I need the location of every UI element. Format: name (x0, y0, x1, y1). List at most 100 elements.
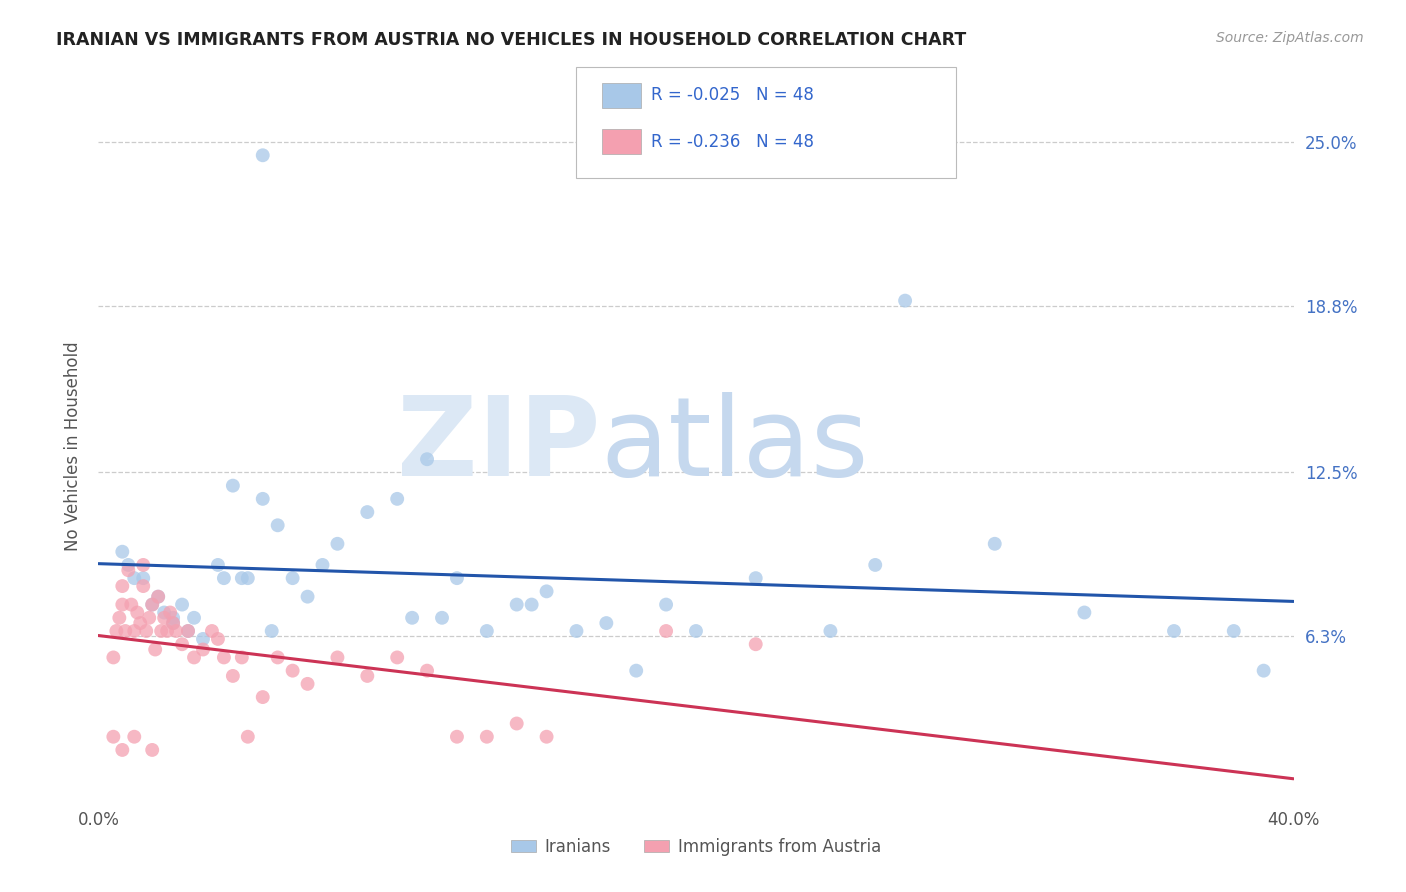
Point (1163, 624, 1185, 638)
Legend: Iranians, Immigrants from Austria: Iranians, Immigrants from Austria (505, 831, 887, 863)
Point (135, 624, 157, 638)
Point (252, 491, 274, 506)
Point (506, 598, 529, 612)
Point (103, 650, 125, 665)
Point (117, 563, 139, 577)
Point (416, 664, 439, 678)
Point (111, 545, 134, 559)
Point (150, 624, 173, 638)
Point (132, 571, 155, 585)
Point (141, 598, 163, 612)
Point (595, 616, 617, 631)
Point (132, 558, 155, 572)
Point (141, 743, 163, 757)
Point (356, 669, 378, 683)
Point (165, 624, 187, 638)
Point (385, 650, 409, 665)
Point (162, 611, 184, 625)
Point (520, 598, 543, 612)
Point (222, 669, 245, 683)
Point (475, 730, 498, 744)
Point (207, 632, 229, 646)
Point (111, 598, 134, 612)
Point (159, 606, 181, 620)
Text: R = -0.025   N = 48: R = -0.025 N = 48 (651, 87, 814, 104)
Point (156, 624, 179, 638)
Text: IRANIAN VS IMMIGRANTS FROM AUSTRIA NO VEHICLES IN HOUSEHOLD CORRELATION CHART: IRANIAN VS IMMIGRANTS FROM AUSTRIA NO VE… (56, 31, 966, 49)
Point (212, 650, 235, 665)
Point (153, 611, 176, 625)
Point (111, 743, 134, 757)
Point (105, 624, 128, 638)
Point (162, 616, 184, 631)
Point (177, 624, 200, 638)
Point (1073, 606, 1095, 620)
Point (108, 611, 131, 625)
Point (117, 558, 139, 572)
Point (356, 505, 378, 519)
Point (655, 598, 678, 612)
Point (984, 537, 1007, 551)
Point (191, 642, 214, 657)
Point (267, 650, 290, 665)
Point (416, 452, 439, 467)
Point (745, 571, 768, 585)
Point (124, 730, 146, 744)
Point (1223, 624, 1246, 638)
Point (267, 518, 290, 533)
Point (207, 558, 229, 572)
Point (385, 491, 409, 506)
Point (172, 598, 194, 612)
Point (120, 598, 142, 612)
Point (183, 650, 205, 665)
Point (141, 598, 163, 612)
Point (252, 690, 274, 704)
Point (745, 637, 768, 651)
Point (430, 611, 453, 625)
Point (326, 537, 349, 551)
Point (191, 632, 214, 646)
Point (281, 571, 304, 585)
Point (260, 624, 283, 638)
Point (124, 624, 146, 638)
Y-axis label: No Vehicles in Household: No Vehicles in Household (65, 341, 83, 551)
Point (143, 642, 166, 657)
Point (236, 730, 259, 744)
Point (148, 590, 170, 604)
Point (162, 616, 184, 631)
Point (311, 558, 333, 572)
Point (297, 677, 319, 691)
Point (446, 730, 468, 744)
Point (212, 571, 235, 585)
Point (536, 730, 558, 744)
Point (820, 624, 842, 638)
Point (326, 650, 349, 665)
Point (172, 637, 194, 651)
Point (111, 579, 134, 593)
Point (626, 664, 648, 678)
Point (127, 606, 149, 620)
Point (297, 590, 319, 604)
Point (446, 571, 468, 585)
Point (103, 730, 125, 744)
Point (475, 624, 498, 638)
Point (183, 611, 205, 625)
Point (114, 624, 136, 638)
Point (655, 624, 678, 638)
Point (865, 558, 887, 572)
Point (129, 616, 152, 631)
Point (536, 584, 558, 599)
Text: Source: ZipAtlas.com: Source: ZipAtlas.com (1216, 31, 1364, 45)
Point (138, 611, 160, 625)
Point (132, 579, 155, 593)
Point (148, 590, 170, 604)
Point (236, 571, 259, 585)
Point (222, 478, 245, 492)
Point (201, 624, 224, 638)
Point (506, 716, 529, 731)
Point (231, 650, 253, 665)
Point (565, 624, 588, 638)
Text: ZIP: ZIP (396, 392, 600, 500)
Text: atlas: atlas (600, 392, 869, 500)
Point (685, 624, 707, 638)
